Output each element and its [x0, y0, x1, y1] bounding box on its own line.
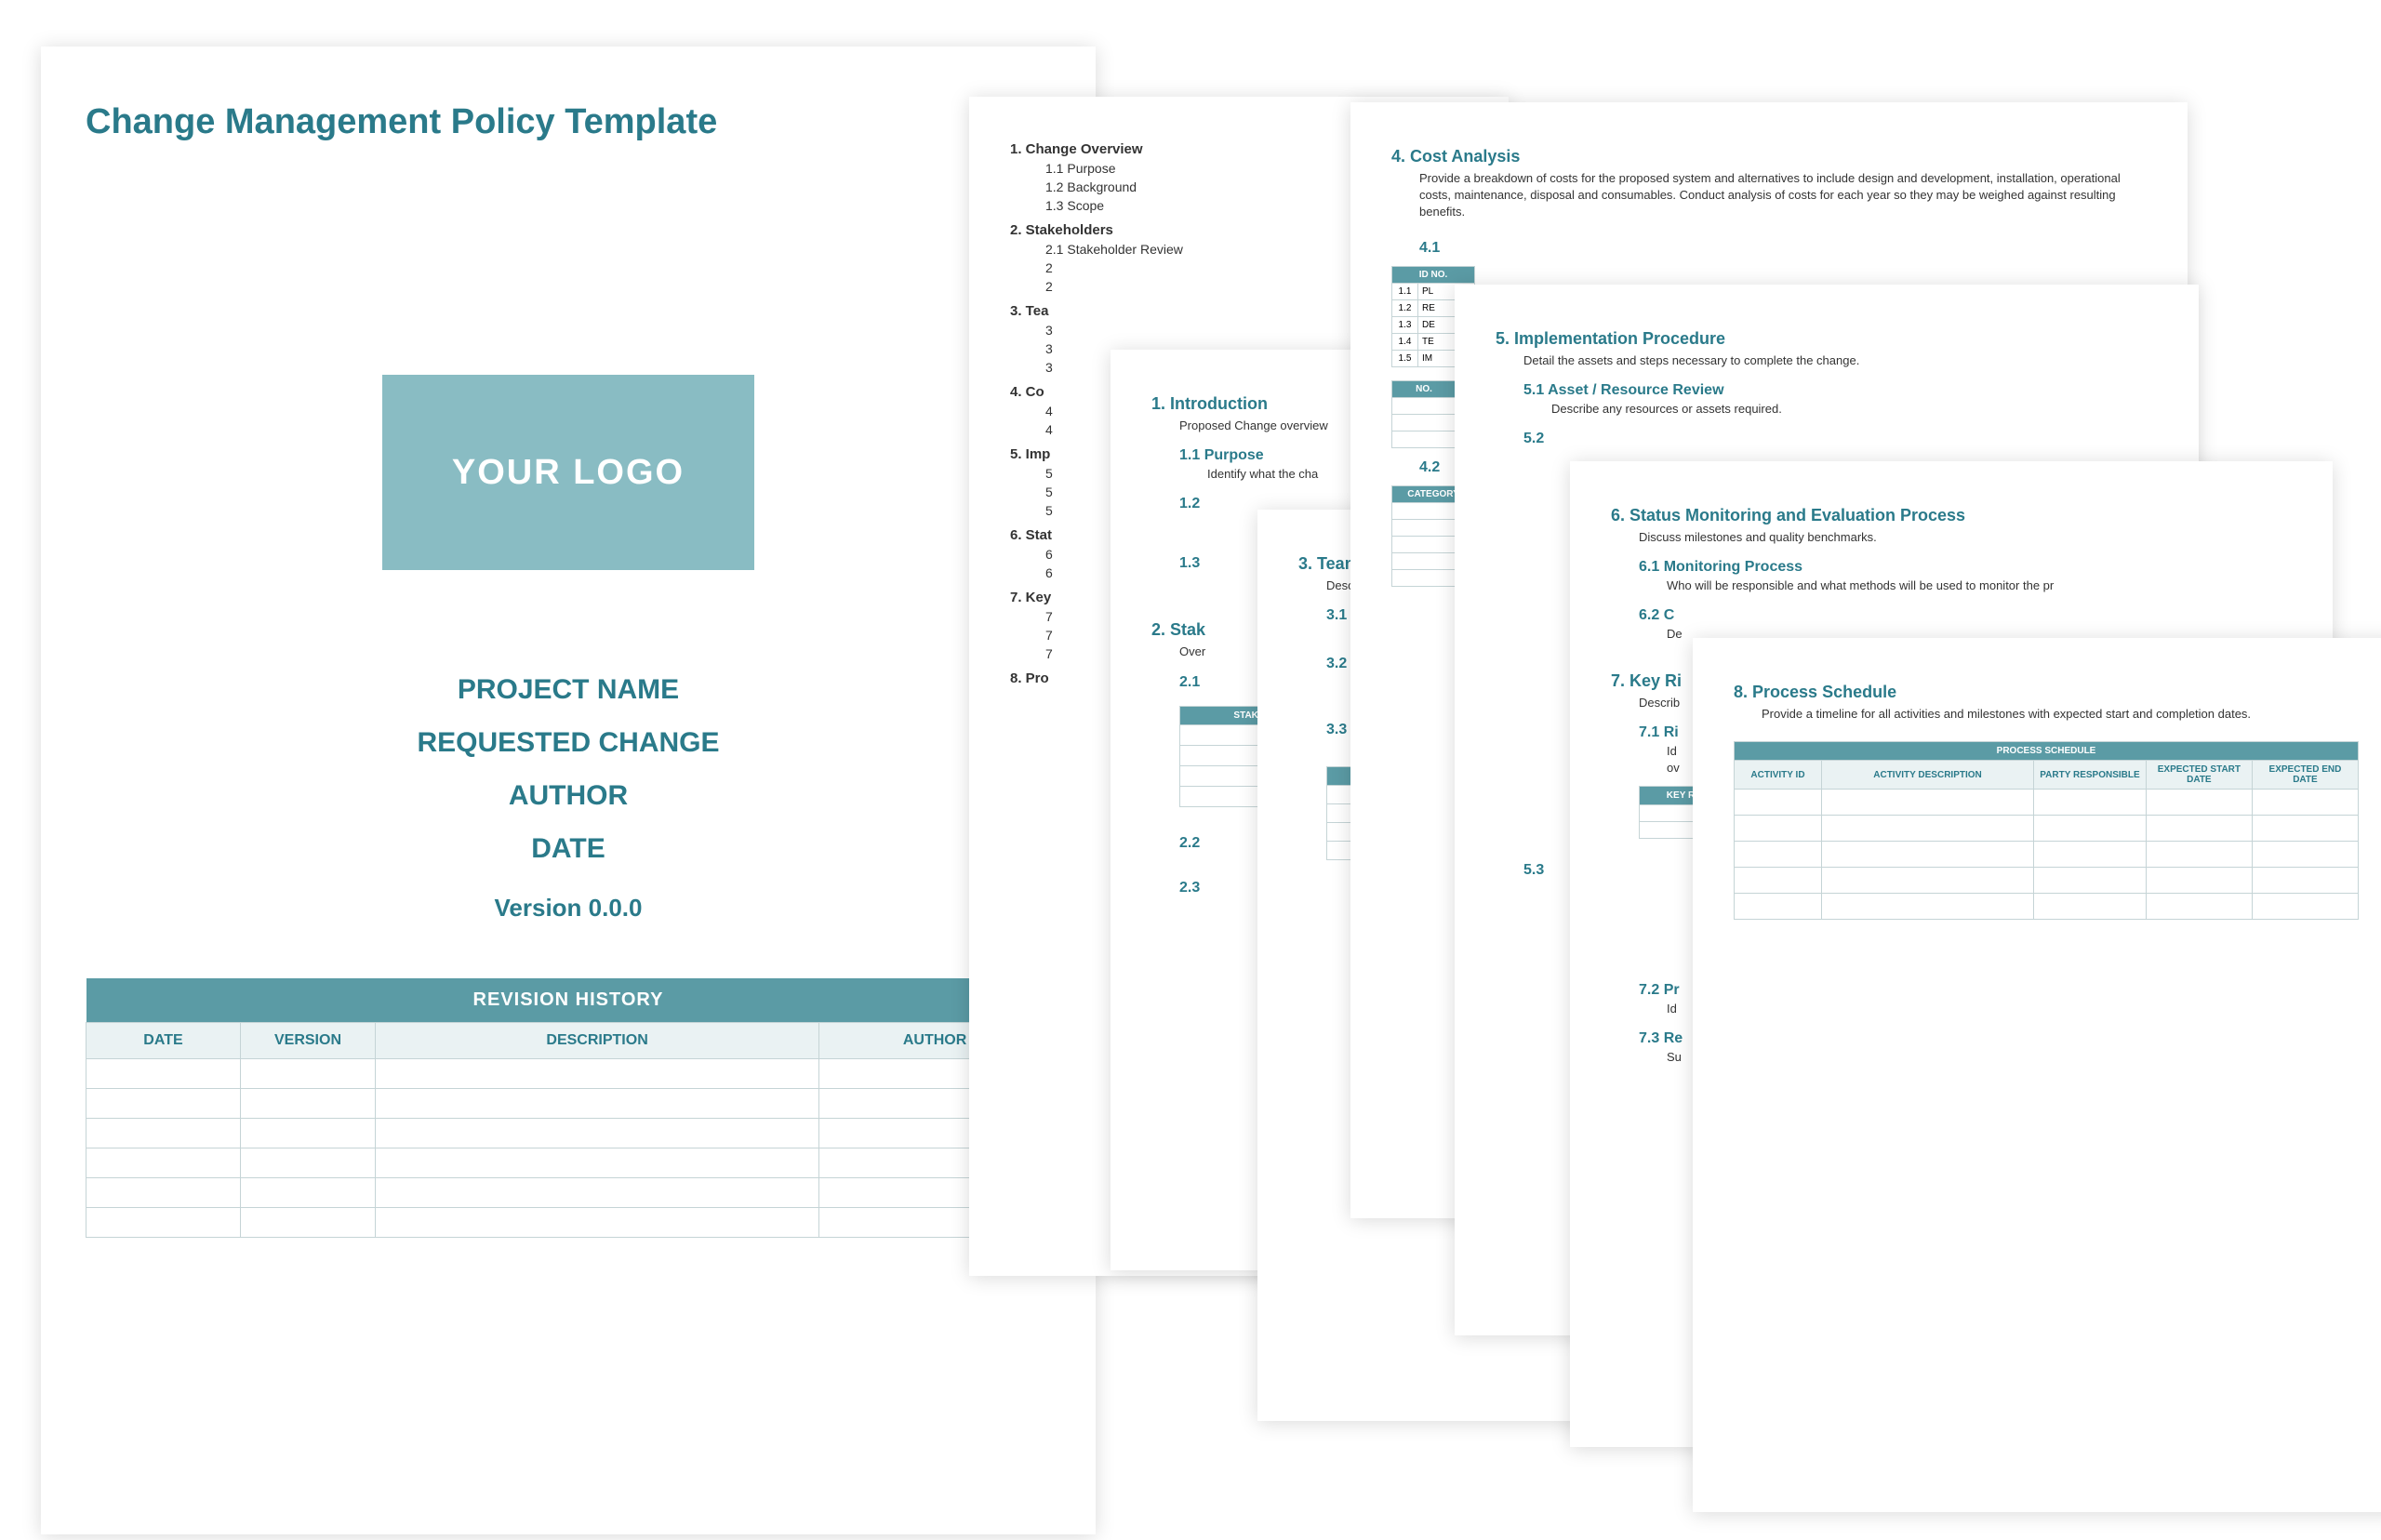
- table-row: [86, 1059, 1051, 1089]
- body-text: Who will be responsible and what methods…: [1667, 578, 2292, 594]
- table-row: [1735, 790, 2359, 816]
- body-text: Provide a breakdown of costs for the pro…: [1419, 170, 2147, 221]
- no-table: NO.: [1391, 380, 1457, 448]
- col-description: DESCRIPTION: [376, 1023, 819, 1059]
- body-text: Discuss milestones and quality benchmark…: [1639, 529, 2292, 546]
- page-schedule: 8. Process Schedule Provide a timeline f…: [1693, 638, 2381, 1512]
- no-hdr: NO.: [1392, 380, 1457, 397]
- h-41: 4.1: [1419, 240, 2147, 257]
- logo-placeholder: YOUR LOGO: [382, 375, 754, 570]
- table-row: [1735, 868, 2359, 894]
- cover-page: Change Management Policy Template YOUR L…: [41, 46, 1096, 1534]
- col-activity-desc: ACTIVITY DESCRIPTION: [1821, 761, 2033, 790]
- table-row: [86, 1208, 1051, 1238]
- table-row: [86, 1178, 1051, 1208]
- meta-line: AUTHOR: [86, 769, 1051, 822]
- table-row: [1735, 842, 2359, 868]
- id-hdr: ID NO.: [1392, 266, 1475, 283]
- col-start: EXPECTED START DATE: [2146, 761, 2252, 790]
- meta-line: PROJECT NAME: [86, 663, 1051, 716]
- meta-line: REQUESTED CHANGE: [86, 716, 1051, 769]
- table-row: [86, 1119, 1051, 1148]
- body-text: Detail the assets and steps necessary to…: [1523, 352, 2158, 369]
- version: Version 0.0.0: [86, 894, 1051, 923]
- doc-title: Change Management Policy Template: [86, 102, 1051, 142]
- col-party: PARTY RESPONSIBLE: [2034, 761, 2147, 790]
- h-status: 6. Status Monitoring and Evaluation Proc…: [1611, 506, 2292, 525]
- h-schedule: 8. Process Schedule: [1734, 683, 2359, 702]
- h-62: 6.2 C: [1639, 607, 2292, 624]
- revision-history-table: REVISION HISTORY DATE VERSION DESCRIPTIO…: [86, 978, 1051, 1238]
- col-version: VERSION: [240, 1023, 375, 1059]
- h-52: 5.2: [1523, 431, 2158, 447]
- body-text: Provide a timeline for all activities an…: [1762, 706, 2359, 723]
- sched-title: PROCESS SCHEDULE: [1735, 742, 2359, 761]
- col-activity-id: ACTIVITY ID: [1735, 761, 1822, 790]
- table-row: [86, 1148, 1051, 1178]
- col-end: EXPECTED END DATE: [2252, 761, 2358, 790]
- table-row: [1735, 894, 2359, 920]
- h-impl: 5. Implementation Procedure: [1496, 329, 2158, 349]
- meta-line: DATE: [86, 822, 1051, 875]
- table-row: [1735, 816, 2359, 842]
- cover-meta: PROJECT NAME REQUESTED CHANGE AUTHOR DAT…: [86, 663, 1051, 875]
- body-text: Describe any resources or assets require…: [1551, 401, 2158, 418]
- h-cost: 4. Cost Analysis: [1391, 147, 2147, 166]
- h-61: 6.1 Monitoring Process: [1639, 559, 2292, 576]
- rev-header: REVISION HISTORY: [86, 978, 1051, 1023]
- h-51: 5.1 Asset / Resource Review: [1523, 382, 2158, 399]
- schedule-table: PROCESS SCHEDULE ACTIVITY ID ACTIVITY DE…: [1734, 741, 2359, 920]
- col-date: DATE: [86, 1023, 241, 1059]
- table-row: [86, 1089, 1051, 1119]
